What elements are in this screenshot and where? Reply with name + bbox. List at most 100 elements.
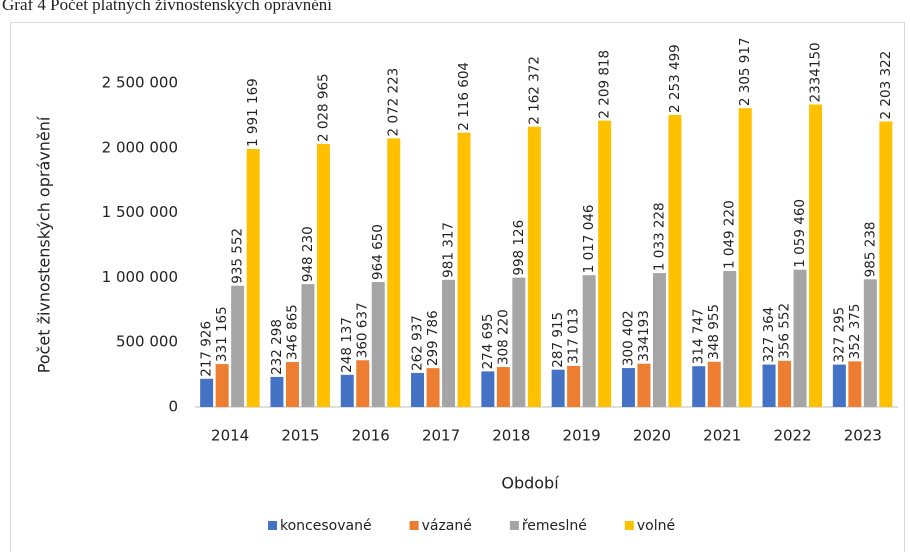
bar <box>848 361 862 407</box>
x-tick-label: 2023 <box>844 427 882 445</box>
bar <box>738 108 752 407</box>
bar <box>496 367 510 407</box>
x-axis-title: Období <box>501 474 559 493</box>
x-tick-label: 2016 <box>352 427 390 445</box>
bar <box>692 366 706 407</box>
bar <box>231 285 245 407</box>
bar <box>778 360 792 407</box>
data-label: 217 926 <box>199 321 215 377</box>
y-tick-label: 2 500 000 <box>102 74 178 92</box>
chart-title: Graf 4 Počet platných živnostenských opr… <box>2 0 332 14</box>
data-label: 985 238 <box>862 221 878 277</box>
bar <box>481 371 495 407</box>
data-label: 2 028 965 <box>315 73 331 142</box>
data-label: 334193 <box>636 310 652 362</box>
data-label: 346 865 <box>284 304 300 360</box>
data-label: 356 552 <box>777 303 793 359</box>
data-label: 352 375 <box>847 304 863 360</box>
data-label: 2 162 372 <box>526 56 542 125</box>
data-label: 1 017 046 <box>581 204 597 273</box>
legend-label: koncesované <box>280 518 372 534</box>
y-axis-title: Počet živnostenských oprávnění <box>35 116 54 373</box>
bar <box>301 284 315 407</box>
data-label: 2334150 <box>808 42 824 102</box>
bar <box>723 271 737 407</box>
data-label: 317 013 <box>566 308 582 364</box>
data-label: 360 637 <box>355 302 371 358</box>
data-label: 248 137 <box>339 317 355 373</box>
data-label: 262 937 <box>410 315 426 371</box>
bar <box>551 369 565 407</box>
x-tick-label: 2019 <box>563 427 601 445</box>
data-label: 1 059 460 <box>792 199 808 268</box>
data-label: 2 203 322 <box>878 51 894 120</box>
data-label: 232 298 <box>269 319 285 375</box>
data-label: 300 402 <box>620 310 636 366</box>
data-label: 2 253 499 <box>667 44 683 113</box>
data-label: 327 364 <box>761 307 777 363</box>
y-tick-label: 0 <box>168 398 178 416</box>
data-label: 308 220 <box>495 309 511 365</box>
bar <box>621 368 635 407</box>
data-label: 981 317 <box>441 222 457 278</box>
y-tick-label: 500 000 <box>116 333 178 351</box>
data-label: 314 747 <box>691 308 707 364</box>
bar <box>442 279 456 407</box>
data-label: 327 295 <box>831 307 847 363</box>
bar <box>668 114 682 407</box>
data-label: 1 049 220 <box>722 200 738 269</box>
legend-label: volné <box>637 518 675 534</box>
data-label: 2 116 604 <box>456 62 472 131</box>
bar <box>512 277 526 407</box>
bar <box>598 120 612 407</box>
x-tick-label: 2021 <box>703 427 741 445</box>
legend-label: vázané <box>422 518 472 534</box>
x-tick-label: 2022 <box>773 427 811 445</box>
data-label: 1 033 228 <box>651 202 667 271</box>
bar <box>707 361 721 407</box>
bar <box>356 360 370 407</box>
bar <box>215 364 229 407</box>
data-label: 331 165 <box>214 306 230 362</box>
bar <box>809 104 823 407</box>
data-label: 948 230 <box>300 226 316 282</box>
chart-frame <box>10 22 905 552</box>
y-tick-label: 2 000 000 <box>102 138 178 156</box>
x-tick-label: 2014 <box>211 427 249 445</box>
bar <box>832 364 846 407</box>
data-label: 287 915 <box>550 312 566 368</box>
bar <box>246 148 260 407</box>
x-tick-label: 2015 <box>281 427 319 445</box>
legend-swatch <box>624 521 634 530</box>
data-label: 1 991 169 <box>245 78 261 147</box>
bar <box>863 279 877 407</box>
legend-swatch <box>409 521 419 530</box>
x-tick-label: 2018 <box>492 427 530 445</box>
data-label: 348 955 <box>706 304 722 360</box>
bar <box>411 372 425 407</box>
data-label: 998 126 <box>511 220 527 276</box>
bar <box>652 273 666 407</box>
data-label: 299 786 <box>425 310 441 366</box>
bar <box>285 362 299 407</box>
data-label: 2 305 917 <box>737 37 753 106</box>
bar <box>200 378 214 407</box>
legend-swatch <box>509 521 519 530</box>
bar <box>567 365 581 407</box>
bar <box>582 275 596 407</box>
data-label: 274 695 <box>480 314 496 370</box>
bar <box>340 374 354 407</box>
legend-label: řemeslné <box>522 518 587 534</box>
bar <box>762 364 776 407</box>
data-label: 2 072 223 <box>386 68 402 137</box>
y-tick-label: 1 000 000 <box>102 268 178 286</box>
bar <box>371 281 385 407</box>
bar <box>270 376 284 407</box>
data-label: 964 650 <box>370 224 386 280</box>
bar <box>637 363 651 407</box>
bar <box>426 368 440 407</box>
y-tick-label: 1 500 000 <box>102 203 178 221</box>
bar <box>457 132 471 408</box>
bar <box>879 121 893 408</box>
